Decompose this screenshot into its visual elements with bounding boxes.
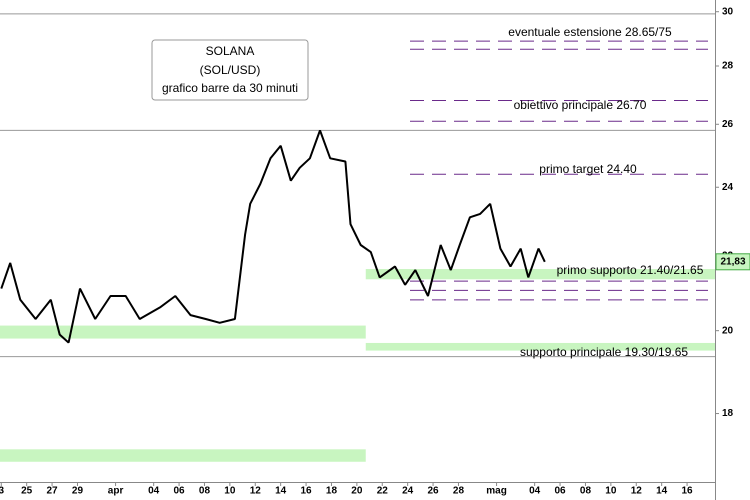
x-tick-label: 20 <box>351 486 363 497</box>
x-tick-label: 12 <box>250 486 262 497</box>
y-tick-label: 30 <box>722 6 734 17</box>
x-tick-label: 10 <box>605 486 617 497</box>
x-tick-label: 3 <box>0 486 4 497</box>
x-tick-label: 04 <box>148 486 160 497</box>
title-box <box>151 39 309 101</box>
title: SOLANA <box>206 44 255 58</box>
x-tick-label: 16 <box>681 486 693 497</box>
subtitle: (SOL/USD) <box>200 63 261 77</box>
plot <box>0 13 715 462</box>
y-tick-label: 20 <box>722 325 734 336</box>
x-tick-label: 26 <box>428 486 440 497</box>
subtitle: grafico barre da 30 minuti <box>162 81 298 95</box>
x-tick-label: 06 <box>554 486 566 497</box>
y-tick-label: 18 <box>722 408 734 419</box>
support-band <box>365 269 715 280</box>
support-band <box>365 342 715 351</box>
y-tick-label: 26 <box>722 119 734 130</box>
x-tick-label: 24 <box>402 486 414 497</box>
annotation: supporto principale 19.30/19.65 <box>520 345 688 359</box>
y-tick-label: 24 <box>722 182 734 193</box>
x-tick-label: 08 <box>199 486 211 497</box>
x-tick-label: 18 <box>326 486 338 497</box>
x-tick-label: 28 <box>453 486 465 497</box>
support-band <box>0 449 366 462</box>
annotation: eventuale estensione 28.65/75 <box>508 25 672 39</box>
x-tick-label: mag <box>486 486 507 497</box>
x-tick-label: 27 <box>47 486 59 497</box>
support-band <box>0 325 366 339</box>
price-line <box>0 130 546 344</box>
annotation: primo target 24.40 <box>539 162 637 176</box>
x-tick-label: 14 <box>275 486 287 497</box>
x-tick-label: apr <box>108 486 124 497</box>
x-tick-label: 14 <box>656 486 668 497</box>
x-tick-label: 25 <box>21 486 33 497</box>
x-tick-label: 16 <box>301 486 313 497</box>
x-tick-label: 08 <box>580 486 592 497</box>
x-tick-label: 12 <box>631 486 643 497</box>
annotation: primo supporto 21.40/21.65 <box>557 263 704 277</box>
x-tick-label: 22 <box>377 486 389 497</box>
y-tick-label: 28 <box>722 61 734 72</box>
x-tick-label: 10 <box>224 486 236 497</box>
last-price-box <box>715 253 750 271</box>
annotation: obiettivo principale 26.70 <box>514 98 647 112</box>
x-tick-label: 06 <box>174 486 186 497</box>
x-tick-label: 29 <box>72 486 84 497</box>
last-price-label: 21,83 <box>720 256 745 267</box>
x-tick-label: 04 <box>529 486 541 497</box>
